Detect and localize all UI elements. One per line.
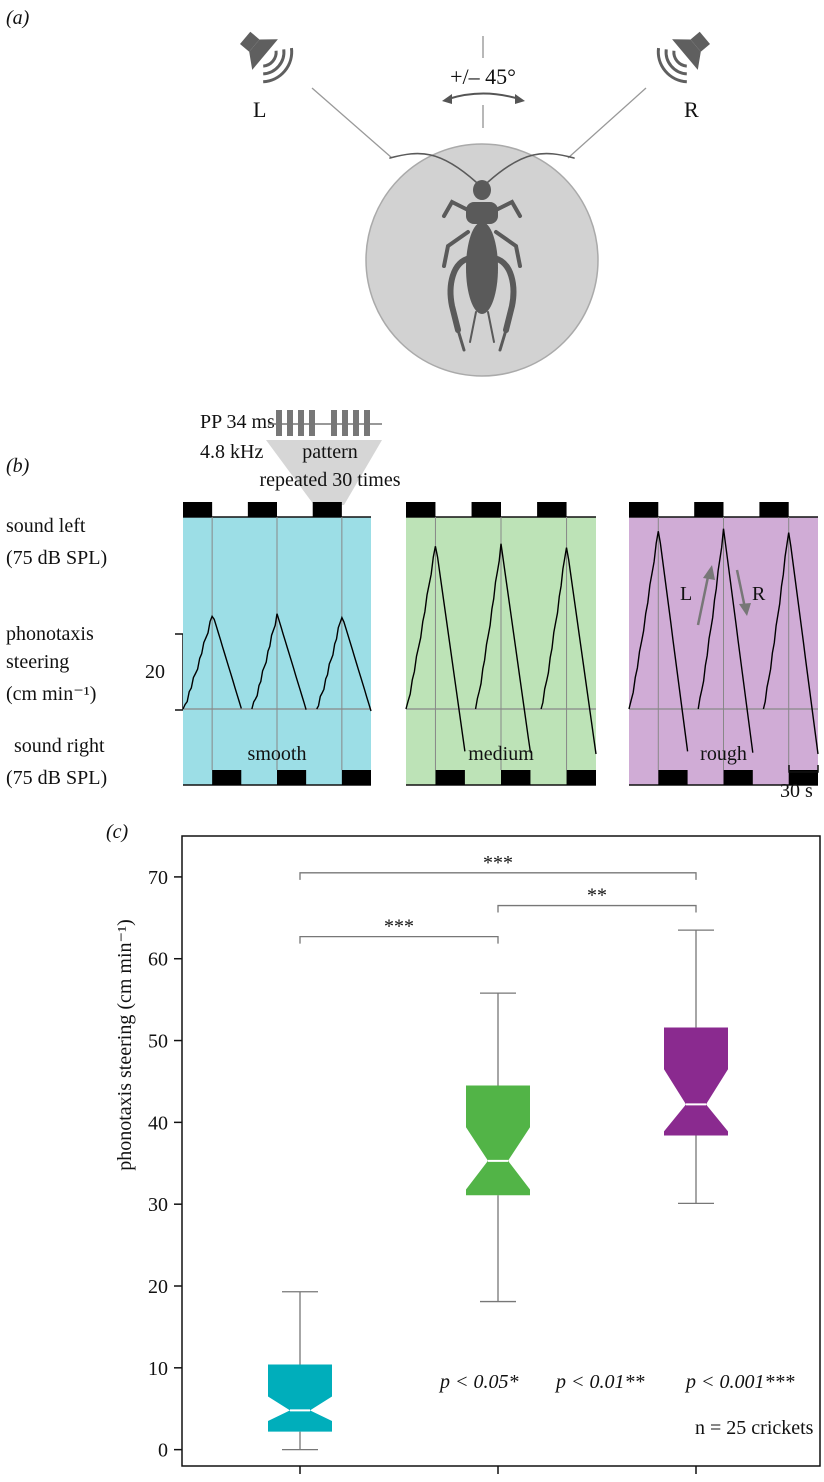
y-tick-label: 60 <box>148 949 168 971</box>
p-value-1: p < 0.05* <box>438 1371 519 1393</box>
panel-a-label: (a) <box>6 7 30 29</box>
p-value-2: p < 0.01** <box>554 1371 645 1393</box>
steering-trace <box>316 615 372 712</box>
rotation-arrow-head-left <box>442 94 452 104</box>
stimulus-line1: PP 34 ms <box>200 411 275 433</box>
turn-left-arrow <box>696 571 711 626</box>
trace-panel-label: medium <box>468 743 534 765</box>
sound-right-label-line2: (75 dB SPL) <box>6 767 107 789</box>
panel-c-label: (c) <box>106 821 129 843</box>
sound-right-block <box>277 770 307 785</box>
cricket-icon <box>389 152 575 352</box>
angle-label: +/– 45° <box>450 64 516 89</box>
sound-left-block <box>694 502 724 517</box>
sound-left-block <box>537 502 567 517</box>
steering-trace <box>697 528 754 753</box>
sound-right-block <box>723 770 753 785</box>
pattern-line2: repeated 30 times <box>259 469 400 491</box>
y-axis-label: phonotaxis steering (cm min⁻¹) <box>114 919 136 1171</box>
notched-box <box>664 1027 728 1136</box>
speaker-left-label: L <box>253 97 266 122</box>
turn-right-arrow-head <box>739 603 751 616</box>
rotation-arrow <box>447 92 520 100</box>
steering-trace <box>762 532 819 755</box>
sound-left-block <box>183 502 213 517</box>
steering-trace <box>182 614 242 710</box>
y-tick-label: 0 <box>158 1440 168 1462</box>
pulse-pattern <box>276 410 370 436</box>
sound-right-block <box>435 770 465 785</box>
box-chart: 010203040506070smoothtrackballmediumtrac… <box>148 835 821 1482</box>
turn-right-label: R <box>752 583 766 605</box>
sample-size-label: n = 25 crickets <box>695 1417 814 1439</box>
y-tick-label: 30 <box>148 1194 168 1216</box>
steering-scale-bar <box>175 633 184 711</box>
time-scale-bar <box>788 765 819 773</box>
trace-panel-label: smooth <box>248 743 307 765</box>
steering-label-line3: (cm min⁻¹) <box>6 683 96 705</box>
pattern-line1: pattern <box>302 441 358 463</box>
sound-left-block <box>759 502 789 517</box>
steering-trace <box>405 546 466 752</box>
plot-frame <box>181 835 821 1467</box>
steering-trace <box>628 531 689 752</box>
pattern-expansion-wedge <box>266 440 382 505</box>
y-tick-label: 70 <box>148 867 168 889</box>
rotation-arrow-head-right <box>515 94 525 104</box>
speaker-right-label: R <box>684 97 699 122</box>
trace-panels: smooth medium rough L R <box>182 502 819 786</box>
significance-label: *** <box>384 916 414 938</box>
y-tick-label: 50 <box>148 1031 168 1053</box>
y-tick-label: 40 <box>148 1112 168 1134</box>
sound-path-right <box>567 87 647 159</box>
turn-left-label: L <box>680 583 692 605</box>
trace-panel-label: rough <box>700 743 747 765</box>
sound-right-block <box>501 770 531 785</box>
speaker-right-icon <box>656 31 710 84</box>
sound-right-block <box>212 770 242 785</box>
steering-label-line2: steering <box>6 651 69 673</box>
significance-bracket <box>299 872 697 880</box>
sound-left-label-line2: (75 dB SPL) <box>6 547 107 569</box>
steering-trace <box>540 547 597 755</box>
y-tick-label: 20 <box>148 1276 168 1298</box>
significance-label: *** <box>483 852 513 874</box>
steering-trace <box>474 543 532 753</box>
stimulus-line2: 4.8 kHz <box>200 441 263 463</box>
sound-right-label-line1: sound right <box>14 735 105 757</box>
sound-left-label-line1: sound left <box>6 515 86 537</box>
p-value-3: p < 0.001*** <box>684 1371 795 1393</box>
turn-left-arrow-head <box>703 565 715 580</box>
notched-box <box>466 1085 530 1196</box>
sound-path-left <box>311 87 393 159</box>
steering-trace <box>251 613 307 710</box>
sound-left-block <box>406 502 436 517</box>
sound-right-block <box>341 770 371 785</box>
sound-right-block <box>658 770 688 785</box>
sound-right-block <box>566 770 596 785</box>
y-tick-label: 10 <box>148 1358 168 1380</box>
sound-left-block <box>471 502 501 517</box>
sound-left-block <box>629 502 659 517</box>
sound-left-block <box>312 502 342 517</box>
time-scale-label: 30 s <box>780 780 813 802</box>
significance-label: ** <box>587 885 607 907</box>
scale-bar-value: 20 <box>145 661 165 683</box>
steering-label-line1: phonotaxis <box>6 623 94 645</box>
turn-right-arrow <box>735 569 747 609</box>
sound-right-block <box>788 770 818 785</box>
significance-bracket <box>497 904 697 913</box>
notched-box <box>268 1364 332 1432</box>
panel-b-label: (b) <box>6 455 30 477</box>
sound-left-block <box>247 502 277 517</box>
significance-bracket <box>299 935 499 944</box>
speaker-left-icon <box>240 31 294 84</box>
